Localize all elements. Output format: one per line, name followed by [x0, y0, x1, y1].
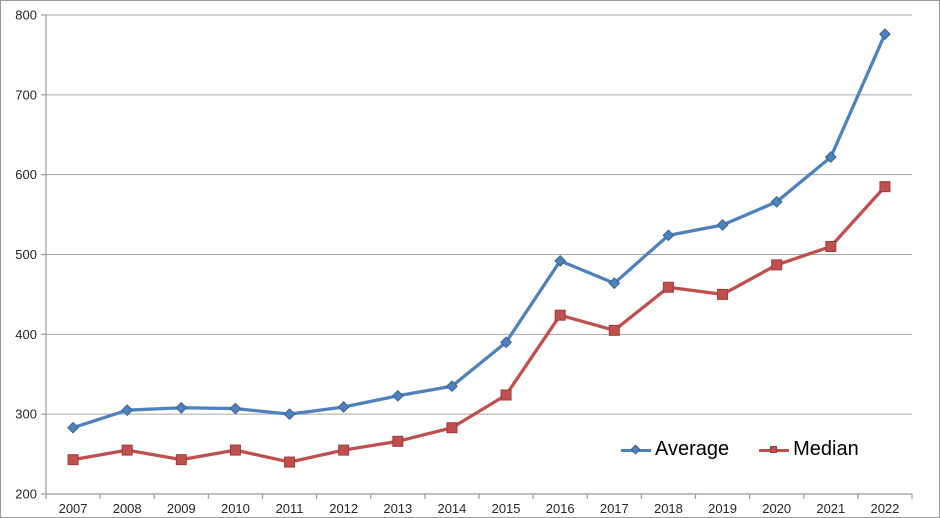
data-point-average-2012	[337, 401, 350, 413]
data-point-median-2015	[500, 389, 512, 401]
data-point-average-2019	[716, 219, 729, 231]
data-point-average-2007	[67, 421, 80, 434]
data-point-median-2018	[662, 281, 674, 293]
legend: Average Median	[621, 438, 859, 461]
data-point-median-2011	[284, 456, 296, 468]
data-point-median-2012	[338, 444, 350, 456]
x-axis-tick-label-2008: 2008	[113, 501, 142, 516]
data-point-average-2013	[391, 389, 404, 402]
data-point-median-2017	[608, 324, 620, 336]
legend-item-average: Average	[621, 438, 729, 461]
median-series-key-icon	[759, 444, 790, 456]
y-axis-tick-label: 600	[15, 167, 37, 182]
x-axis-tick-label-2022: 2022	[870, 501, 899, 516]
data-point-median-2021	[825, 241, 837, 253]
data-point-average-2009	[175, 401, 188, 414]
legend-label-average: Average	[655, 438, 730, 460]
data-point-average-2021	[824, 151, 837, 164]
y-axis-tick-label: 300	[15, 407, 37, 422]
x-axis-tick-label-2019: 2019	[708, 501, 737, 516]
x-axis-tick-label-2015: 2015	[492, 501, 521, 516]
data-point-average-2020	[770, 195, 783, 208]
data-point-average-2008	[121, 404, 134, 417]
x-axis-tick-label-2018: 2018	[654, 501, 683, 516]
x-axis-tick-label-2017: 2017	[600, 501, 629, 516]
x-axis-tick-label-2011: 2011	[276, 501, 304, 516]
data-point-median-2007	[67, 454, 79, 466]
average-series-key-icon	[621, 444, 651, 456]
y-axis-tick-label: 400	[15, 327, 37, 342]
x-axis-tick-label-2007: 2007	[59, 501, 88, 516]
data-point-median-2013	[392, 435, 404, 447]
data-point-median-2016	[554, 309, 566, 321]
data-point-average-2017	[608, 277, 621, 290]
x-axis-tick-label-2013: 2013	[383, 501, 412, 516]
data-point-average-2015	[500, 336, 513, 349]
x-axis-tick-label-2016: 2016	[546, 501, 575, 516]
x-axis-tick-label-2020: 2020	[762, 501, 791, 516]
data-point-average-2014	[445, 380, 458, 393]
y-axis-tick-label: 500	[15, 247, 37, 262]
data-point-average-2011	[283, 408, 296, 421]
data-point-median-2019	[717, 288, 729, 300]
data-point-median-2022	[879, 181, 891, 193]
y-axis-tick-label: 800	[15, 8, 37, 23]
data-point-median-2014	[446, 422, 458, 434]
x-axis-tick-label-2009: 2009	[167, 501, 196, 516]
y-axis-tick-label: 700	[15, 87, 37, 102]
series-line-median	[71, 184, 887, 464]
data-point-average-2022	[878, 28, 891, 41]
data-point-median-2020	[771, 259, 783, 271]
data-point-average-2016	[554, 254, 567, 267]
legend-label-median: Median	[793, 438, 859, 460]
x-axis-tick-label-2012: 2012	[329, 501, 358, 516]
data-point-median-2010	[229, 444, 241, 456]
y-axis-tick-label: 200	[15, 487, 37, 502]
x-axis-tick-label-2010: 2010	[221, 501, 250, 516]
data-point-average-2010	[229, 402, 242, 415]
series-line-average	[71, 32, 887, 430]
data-point-average-2018	[662, 229, 675, 242]
x-axis-tick-label-2021: 2021	[816, 501, 845, 516]
data-point-median-2008	[121, 444, 133, 456]
x-axis-tick-label-2014: 2014	[437, 501, 466, 516]
legend-item-median: Median	[759, 438, 859, 461]
data-point-median-2009	[175, 454, 187, 466]
